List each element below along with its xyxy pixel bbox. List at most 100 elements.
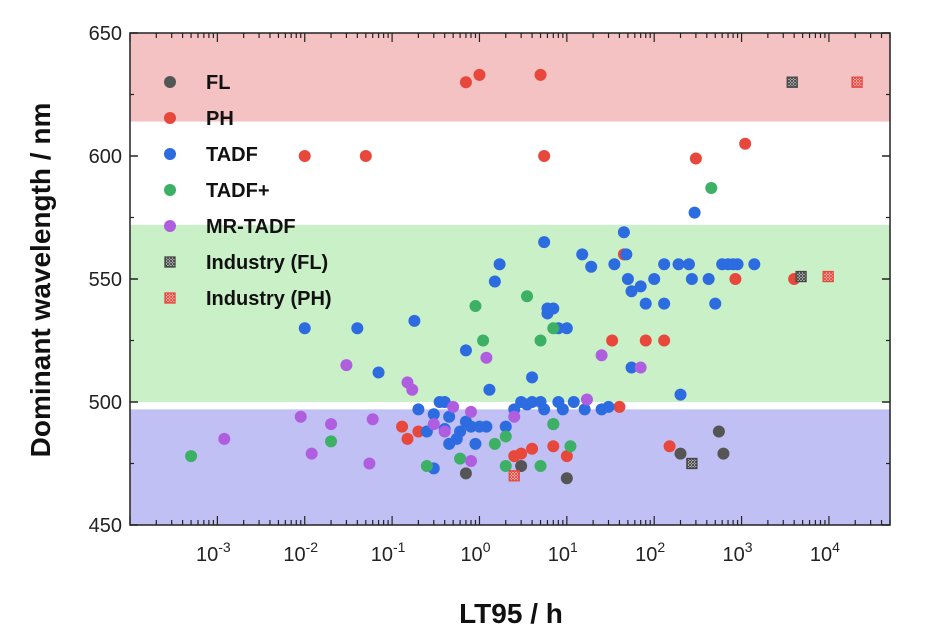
point-ph	[534, 68, 547, 81]
point-tadf	[585, 260, 598, 273]
point-tadf	[639, 297, 652, 310]
point-tadf	[499, 430, 512, 443]
point-ph	[547, 440, 560, 453]
point-mr-tadf	[595, 349, 608, 362]
axes: 450 500 550 600 650 10-3 10-2 10-1 100 101 102 103 1…	[89, 23, 891, 566]
point-ph	[538, 150, 551, 162]
point-mr-tadf	[438, 425, 451, 438]
point-tadf	[488, 275, 501, 288]
x-tick-label: 101	[548, 539, 578, 566]
point-tadf	[526, 396, 539, 408]
point-ph	[606, 334, 619, 347]
legend-label-tadf: TADF+	[206, 180, 270, 202]
point-fl	[674, 447, 687, 460]
legend: FL PH TADF TADF+ MR-TADF Industry (FL) Industr…	[164, 72, 332, 310]
point-ph	[663, 440, 676, 453]
point-tadf	[526, 371, 539, 384]
legend-marker-tadf	[164, 148, 176, 160]
point-tadf	[480, 420, 493, 433]
point-industry-fl	[786, 76, 798, 88]
y-tick-label: 600	[89, 146, 122, 168]
point-industry-ph	[851, 76, 863, 88]
point-mr-tadf	[634, 361, 647, 374]
point-tadf	[702, 273, 715, 285]
point-tadf	[499, 420, 512, 433]
point-tadf	[420, 459, 433, 472]
point-ph	[412, 425, 425, 438]
x-tick-label: 103	[723, 539, 753, 566]
legend-marker-ph	[164, 112, 176, 124]
point-tadf	[682, 258, 695, 271]
point-ph	[396, 420, 409, 433]
y-tick-label: 650	[89, 23, 122, 45]
point-tadf	[617, 226, 630, 239]
point-fl	[712, 425, 725, 438]
band-1	[130, 224, 890, 402]
point-fl	[515, 459, 528, 472]
point-industry-ph	[508, 470, 520, 482]
point-mr-tadf	[366, 413, 379, 426]
point-tadf	[477, 334, 490, 347]
point-industry-ph	[822, 270, 834, 283]
point-ph	[359, 150, 372, 162]
point-industry-fl	[795, 270, 807, 283]
legend-marker-industry-ph	[164, 292, 176, 304]
point-tadf	[488, 437, 501, 450]
point-tadf	[469, 437, 482, 450]
point-tadf	[748, 258, 761, 271]
point-tadf	[564, 440, 577, 453]
point-mr-tadf	[363, 457, 376, 470]
point-mr-tadf	[325, 418, 338, 431]
legend-marker-industry-fl	[164, 256, 176, 268]
point-ph	[689, 152, 702, 165]
point-tadf	[547, 418, 560, 431]
point-tadf	[521, 290, 534, 303]
legend-marker-mr-tadf	[164, 220, 176, 232]
point-ph	[515, 447, 528, 460]
point-tadf	[412, 403, 425, 416]
point-mr-tadf	[427, 418, 440, 431]
x-tick-label: 10-3	[196, 539, 231, 566]
point-ph	[473, 68, 486, 81]
point-tadf	[499, 459, 512, 472]
point-mr-tadf	[464, 405, 477, 418]
point-tadf	[298, 322, 311, 335]
band-0	[130, 33, 890, 122]
legend-marker-tadf	[164, 184, 176, 196]
point-tadf	[672, 258, 685, 271]
point-tadf	[547, 322, 560, 335]
point-fl	[717, 447, 730, 460]
point-tadf	[625, 285, 638, 298]
point-mr-tadf	[464, 455, 477, 468]
point-tadf	[185, 450, 198, 463]
legend-marker-fl	[164, 76, 176, 88]
legend-label-industry-ph: Industry (PH)	[206, 288, 332, 310]
point-tadf	[547, 302, 560, 315]
point-tadf	[578, 403, 591, 416]
point-mr-tadf	[580, 393, 593, 406]
x-axis-title: LT95 / h	[459, 598, 563, 629]
point-mr-tadf	[480, 351, 493, 364]
point-mr-tadf	[447, 400, 460, 413]
legend-label-industry-fl: Industry (FL)	[206, 252, 328, 274]
point-tadf	[454, 425, 467, 438]
point-ph	[560, 450, 573, 463]
data-points	[185, 68, 863, 485]
point-mr-tadf	[218, 432, 231, 445]
point-tadf	[538, 403, 551, 416]
point-tadf	[408, 314, 421, 327]
legend-label-mr-tadf: MR-TADF	[206, 216, 296, 238]
point-tadf	[483, 383, 496, 396]
point-tadf	[459, 344, 472, 357]
point-tadf	[648, 273, 661, 285]
y-tick-label: 500	[89, 392, 122, 414]
legend-label-fl: FL	[206, 72, 230, 94]
point-tadf	[534, 459, 547, 472]
point-tadf	[464, 420, 477, 433]
y-tick-label: 550	[89, 269, 122, 291]
point-tadf	[560, 322, 573, 335]
point-mr-tadf	[305, 447, 318, 460]
point-ph	[658, 334, 671, 347]
point-tadf	[351, 322, 364, 335]
